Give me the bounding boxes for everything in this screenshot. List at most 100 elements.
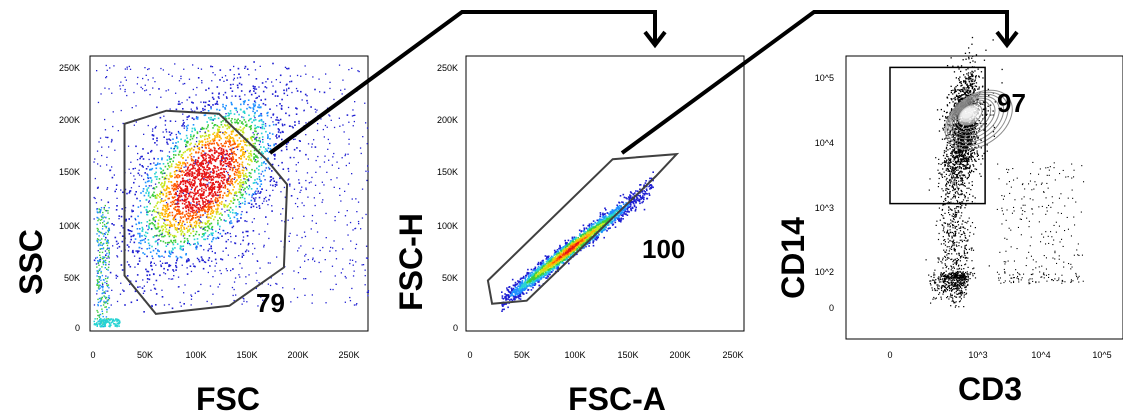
- data-point: [207, 195, 210, 197]
- data-point: [343, 131, 345, 133]
- data-point: [198, 211, 201, 213]
- data-point: [105, 264, 107, 266]
- data-point: [503, 308, 505, 311]
- data-point: [622, 214, 624, 216]
- data-point: [213, 124, 215, 127]
- data-point: [216, 208, 219, 211]
- data-point: [248, 155, 250, 157]
- data-point: [148, 191, 150, 194]
- data-point: [196, 106, 198, 108]
- data-point: [244, 191, 246, 193]
- data-point: [179, 186, 181, 188]
- data-point: [150, 264, 152, 267]
- data-point: [521, 279, 524, 282]
- data-point: [344, 154, 346, 157]
- data-point: [246, 68, 249, 70]
- data-point: [148, 68, 150, 70]
- data-point: [236, 218, 239, 220]
- data-point: [229, 110, 232, 112]
- data-point: [237, 129, 239, 131]
- data-point: [256, 279, 258, 282]
- data-point: [116, 300, 119, 303]
- data-point: [154, 164, 157, 166]
- data-point: [202, 206, 204, 208]
- data-point: [233, 141, 236, 144]
- data-point: [120, 215, 123, 218]
- data-point: [267, 157, 269, 160]
- data-point: [208, 104, 211, 106]
- data-point: [115, 320, 118, 322]
- data-point: [218, 130, 220, 132]
- data-point: [264, 169, 266, 172]
- data-point: [157, 219, 160, 222]
- data-point: [355, 304, 357, 306]
- data-point: [173, 270, 175, 272]
- data-point: [156, 176, 158, 178]
- data-point: [234, 277, 237, 279]
- data-point: [554, 256, 557, 259]
- data-point: [174, 239, 177, 241]
- data-point: [258, 148, 261, 151]
- data-point: [108, 218, 110, 220]
- data-point: [187, 242, 189, 245]
- data-point: [192, 200, 194, 202]
- data-point: [296, 90, 299, 92]
- data-point: [155, 227, 158, 230]
- data-point: [150, 261, 152, 263]
- data-point: [146, 225, 148, 227]
- data-point: [232, 130, 234, 133]
- data-point: [166, 203, 169, 205]
- data-point: [194, 177, 197, 180]
- data-point: [316, 231, 319, 233]
- data-point: [255, 127, 258, 129]
- data-point: [267, 111, 269, 114]
- data-point: [202, 234, 205, 237]
- data-point: [207, 210, 209, 213]
- data-point: [126, 68, 128, 70]
- data-point: [167, 224, 169, 226]
- data-point: [202, 109, 204, 111]
- data-point: [568, 252, 571, 255]
- data-point: [231, 167, 234, 169]
- data-point: [194, 182, 196, 185]
- data-point: [289, 81, 291, 83]
- data-point: [207, 144, 210, 147]
- data-point: [189, 150, 191, 152]
- data-point: [103, 318, 106, 320]
- data-point: [225, 220, 227, 222]
- data-point: [187, 212, 190, 214]
- data-point: [168, 197, 170, 200]
- data-point: [234, 174, 236, 176]
- data-point: [208, 178, 211, 180]
- data-point: [223, 203, 225, 206]
- data-point: [183, 226, 185, 229]
- data-point: [298, 122, 300, 125]
- data-point: [142, 148, 144, 150]
- data-point: [182, 245, 185, 247]
- data-point: [204, 210, 207, 213]
- data-point: [178, 223, 180, 226]
- data-point: [275, 184, 278, 186]
- data-point: [293, 156, 295, 159]
- data-point: [292, 126, 294, 129]
- data-point: [104, 239, 106, 241]
- data-point: [202, 163, 204, 165]
- data-point: [107, 228, 110, 230]
- data-point: [623, 211, 625, 214]
- data-point: [104, 204, 106, 207]
- data-point: [601, 221, 604, 224]
- data-point: [311, 302, 313, 304]
- data-point: [567, 239, 570, 242]
- data-point: [151, 228, 153, 230]
- data-point: [138, 174, 141, 176]
- data-point: [589, 227, 592, 229]
- data-point: [254, 86, 256, 88]
- data-point: [208, 175, 210, 177]
- data-point: [126, 261, 129, 263]
- data-point: [272, 114, 274, 116]
- data-point: [270, 116, 272, 119]
- data-point: [99, 244, 102, 246]
- data-point: [213, 165, 215, 167]
- data-point: [322, 199, 324, 201]
- data-point: [228, 138, 230, 141]
